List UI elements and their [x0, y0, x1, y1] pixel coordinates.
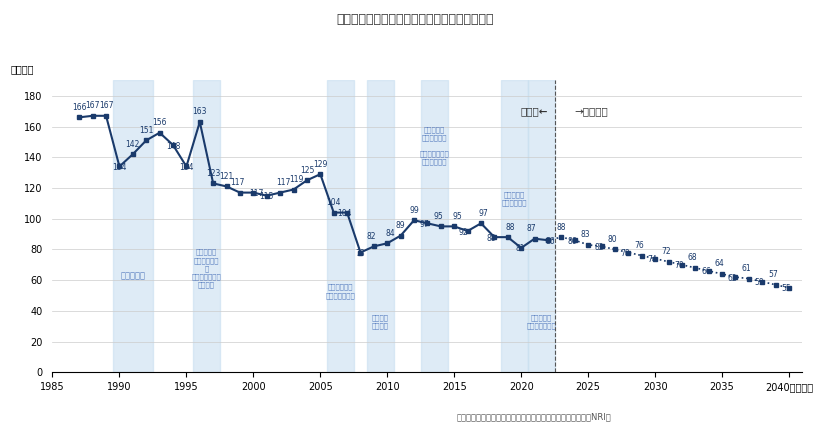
- Bar: [193, 81, 220, 372]
- Text: 55: 55: [781, 285, 791, 293]
- Bar: [113, 81, 153, 372]
- Text: 86: 86: [546, 237, 555, 246]
- Text: 99: 99: [409, 206, 419, 215]
- Bar: [501, 81, 528, 372]
- Text: 166: 166: [72, 103, 86, 112]
- Text: リーマン
ショック: リーマン ショック: [372, 315, 389, 329]
- Text: 88: 88: [557, 223, 566, 232]
- Text: 80: 80: [608, 235, 617, 244]
- Text: 消費増税前
駆け込み需要
＋
阪神淡路大震災
復興需要: 消費増税前 駆け込み需要 ＋ 阪神淡路大震災 復興需要: [192, 249, 222, 288]
- Text: 134: 134: [112, 163, 127, 172]
- Text: 123: 123: [206, 169, 221, 178]
- Text: 86: 86: [567, 237, 577, 246]
- Text: 115: 115: [260, 192, 274, 201]
- Text: 消費増税前
駆け込み需要

相続税制度改正
による貸家増: 消費増税前 駆け込み需要 相続税制度改正 による貸家増: [419, 126, 449, 165]
- Text: 66: 66: [701, 268, 710, 276]
- Text: 92: 92: [459, 228, 468, 237]
- Y-axis label: （万戸）: （万戸）: [11, 64, 34, 75]
- Text: 97: 97: [420, 220, 430, 229]
- Text: 74: 74: [647, 255, 657, 264]
- Text: 97: 97: [479, 209, 489, 218]
- Text: バブル崩壊: バブル崩壊: [120, 271, 145, 280]
- Text: 出所）実績値は国土交通省「住宅着工統計」より。予測値はNRI。: 出所）実績値は国土交通省「住宅着工統計」より。予測値はNRI。: [457, 413, 611, 422]
- Bar: [327, 81, 354, 372]
- Bar: [367, 81, 394, 372]
- Text: 148: 148: [166, 142, 180, 151]
- Text: 82: 82: [366, 232, 376, 241]
- Text: 88: 88: [505, 223, 515, 232]
- Text: 167: 167: [99, 101, 114, 110]
- Text: 156: 156: [153, 118, 167, 127]
- Text: 実績値←: 実績値←: [520, 106, 548, 116]
- Text: 61: 61: [741, 264, 751, 273]
- Text: 104: 104: [337, 209, 352, 218]
- Text: 134: 134: [179, 163, 193, 172]
- Bar: [528, 81, 554, 372]
- Bar: [421, 81, 447, 372]
- Text: →　予測値: → 予測値: [574, 106, 608, 116]
- Text: 163: 163: [193, 107, 207, 116]
- Text: 図１：新設住宅着工戸数の実績と予測（全体）: 図１：新設住宅着工戸数の実績と予測（全体）: [336, 13, 494, 26]
- Text: 117: 117: [249, 189, 263, 198]
- Text: 消費増税前
駆け込み需要: 消費増税前 駆け込み需要: [502, 192, 527, 206]
- Text: 88: 88: [487, 234, 496, 243]
- Text: 104: 104: [326, 198, 341, 207]
- Text: 117: 117: [276, 178, 290, 187]
- Text: 76: 76: [634, 241, 644, 250]
- Text: 121: 121: [219, 172, 234, 181]
- Text: 57: 57: [768, 270, 778, 279]
- Text: 117: 117: [230, 178, 244, 187]
- Text: 62: 62: [728, 273, 738, 283]
- Text: 70: 70: [674, 261, 684, 271]
- Text: 119: 119: [289, 175, 304, 184]
- Text: 耐震偽装事件
建築基準法改正: 耐震偽装事件 建築基準法改正: [325, 284, 355, 298]
- Text: 82: 82: [594, 243, 603, 252]
- Text: 68: 68: [688, 253, 697, 262]
- Text: 95: 95: [433, 212, 443, 221]
- Text: 78: 78: [356, 249, 365, 258]
- Text: 87: 87: [527, 224, 537, 233]
- Text: 125: 125: [300, 166, 314, 175]
- Text: 142: 142: [125, 139, 140, 149]
- Text: 167: 167: [85, 101, 100, 110]
- Text: 78: 78: [621, 249, 630, 258]
- Text: 72: 72: [661, 247, 671, 256]
- Text: 新型コロナ
ウイルスの流行: 新型コロナ ウイルスの流行: [526, 315, 556, 329]
- Text: 151: 151: [139, 126, 154, 135]
- Text: 95: 95: [452, 212, 461, 221]
- Text: 64: 64: [715, 259, 724, 268]
- Text: 83: 83: [580, 230, 590, 239]
- Text: 84: 84: [385, 229, 395, 238]
- Text: 81: 81: [515, 245, 525, 254]
- Text: 59: 59: [754, 278, 764, 287]
- Text: 129: 129: [313, 159, 328, 169]
- Text: 89: 89: [396, 221, 406, 230]
